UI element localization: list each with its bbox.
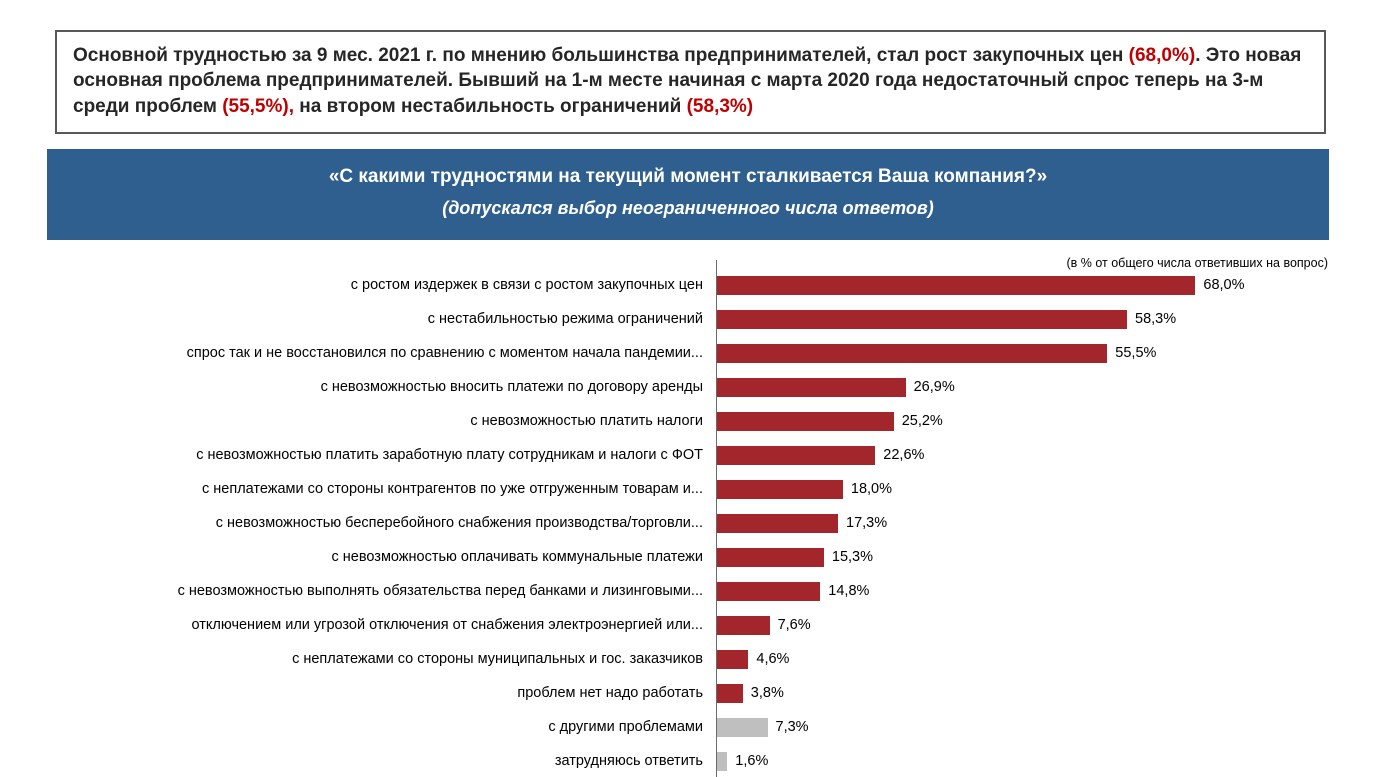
question-title: «С какими трудностями на текущий момент … — [328, 166, 1048, 188]
summary-plain-text: Основной трудностью за 9 мес. 2021 г. по… — [73, 45, 1129, 66]
bar-value-label: 1,6% — [735, 753, 769, 770]
bar-value-label: 58,3% — [1135, 311, 1177, 328]
chart-note: (в % от общего числа ответивших на вопро… — [1066, 256, 1328, 271]
chart-row: спрос так и не восстановился по сравнени… — [0, 336, 1376, 370]
bar-category-label: с невозможностью оплачивать коммунальные… — [331, 549, 704, 566]
chart-axis-line — [716, 260, 717, 777]
summary-box: Основной трудностью за 9 мес. 2021 г. по… — [55, 30, 1326, 135]
bar-value-label: 3,8% — [750, 685, 784, 702]
bar — [716, 411, 894, 431]
bar — [716, 275, 1196, 295]
bar-track: 17,3% — [716, 506, 1376, 540]
bar — [716, 343, 1108, 363]
bar-category-label: проблем нет надо работать — [517, 685, 703, 702]
bar — [716, 479, 843, 499]
chart-row: с невозможностью платить заработную плат… — [0, 438, 1376, 472]
bar — [716, 683, 743, 703]
bar-value-label: 68,0% — [1203, 277, 1245, 294]
bar — [716, 649, 749, 669]
bar-track: 7,6% — [716, 608, 1376, 642]
summary-highlight-value: (58,3%) — [686, 95, 754, 117]
bar-track: 26,9% — [716, 370, 1376, 404]
bar-value-label: 55,5% — [1115, 345, 1157, 362]
bar-track: 58,3% — [716, 302, 1376, 336]
bar-track: 7,3% — [716, 710, 1376, 744]
bar-category-label: с неплатежами со стороны муниципальных и… — [292, 651, 703, 668]
bar — [716, 717, 768, 737]
bar-category-label: отключением или угрозой отключения от сн… — [191, 617, 703, 634]
chart-row: с ростом издержек в связи с ростом закуп… — [0, 268, 1376, 302]
chart-row: с невозможностью бесперебойного снабжени… — [0, 506, 1376, 540]
chart-row: с неплатежами со стороны контрагентов по… — [0, 472, 1376, 506]
bar — [716, 547, 824, 567]
summary-plain-text: . Это новая основная проблема предприним… — [73, 45, 1302, 117]
bar — [716, 377, 906, 397]
chart-row: с невозможностью платить налоги 25,2% — [0, 404, 1376, 438]
bar-category-label: с невозможностью бесперебойного снабжени… — [215, 515, 703, 532]
bar-track: 1,6% — [716, 744, 1376, 777]
bar-category-label: спрос так и не восстановился по сравнени… — [186, 345, 703, 362]
bar-value-label: 17,3% — [846, 515, 888, 532]
summary-text: Основной трудностью за 9 мес. 2021 г. по… — [73, 45, 1301, 117]
bar-value-label: 22,6% — [883, 447, 925, 464]
chart-row: с невозможностью выполнять обязательства… — [0, 574, 1376, 608]
bar-category-label: с неплатежами со стороны контрагентов по… — [202, 481, 703, 498]
bar-track: 55,5% — [716, 336, 1376, 370]
bar-category-label: затрудняюсь ответить — [554, 753, 703, 770]
bar-value-label: 25,2% — [901, 413, 943, 430]
chart-row: с невозможностью оплачивать коммунальные… — [0, 540, 1376, 574]
bar-track: 4,6% — [716, 642, 1376, 676]
chart-row: с другими проблемами 7,3% — [0, 710, 1376, 744]
bar — [716, 445, 876, 465]
bar — [716, 513, 838, 533]
question-banner: «С какими трудностями на текущий момент … — [47, 149, 1329, 241]
bar-category-label: с невозможностью вносить платежи по дого… — [320, 379, 703, 396]
bar-value-label: 18,0% — [850, 481, 893, 498]
bar-category-label: с невозможностью платить налоги — [470, 413, 703, 430]
bar-category-label: с другими проблемами — [548, 719, 703, 736]
bar-category-label: с нестабильностью режима ограничений — [427, 311, 703, 328]
bar-track: 15,3% — [716, 540, 1376, 574]
summary-highlight-value: (55,5%), — [222, 95, 294, 117]
chart-row: отключением или угрозой отключения от сн… — [0, 608, 1376, 642]
bar-value-label: 26,9% — [913, 379, 955, 396]
chart-row: проблем нет надо работать 3,8% — [0, 676, 1376, 710]
bar-track: 68,0% — [716, 268, 1376, 302]
bar-track: 3,8% — [716, 676, 1376, 710]
bar-value-label: 14,8% — [828, 583, 870, 600]
question-subtitle: (допускался выбор неограниченного числа … — [442, 198, 934, 219]
bar-value-label: 7,6% — [777, 617, 811, 634]
bar-category-label: с ростом издержек в связи с ростом закуп… — [350, 277, 703, 294]
bar-value-label: 7,3% — [775, 719, 809, 736]
chart-row: с нестабильностью режима ограничений 58,3… — [0, 302, 1376, 336]
chart-rows: с ростом издержек в связи с ростом закуп… — [0, 256, 1376, 777]
bar — [716, 615, 770, 635]
summary-plain-text: на втором нестабильность ограничений — [294, 95, 687, 117]
chart-row: затрудняюсь ответить 1,6% — [0, 744, 1376, 777]
bar-track: 25,2% — [716, 404, 1376, 438]
bar — [716, 581, 821, 601]
summary-highlight-value: (68,0%) — [1128, 45, 1196, 66]
bar-track: 18,0% — [716, 472, 1376, 506]
bar-value-label: 15,3% — [831, 549, 874, 566]
bar — [716, 309, 1127, 329]
bar-track: 22,6% — [716, 438, 1376, 472]
chart-row: с неплатежами со стороны муниципальных и… — [0, 642, 1376, 676]
bar-chart: (в % от общего числа ответивших на вопро… — [0, 256, 1376, 777]
bar-category-label: с невозможностью выполнять обязательства… — [177, 583, 703, 600]
bar-track: 14,8% — [716, 574, 1376, 608]
bar-category-label: с невозможностью платить заработную плат… — [196, 447, 703, 464]
bar — [716, 751, 728, 771]
bar-value-label: 4,6% — [756, 651, 790, 668]
chart-row: с невозможностью вносить платежи по дого… — [0, 370, 1376, 404]
